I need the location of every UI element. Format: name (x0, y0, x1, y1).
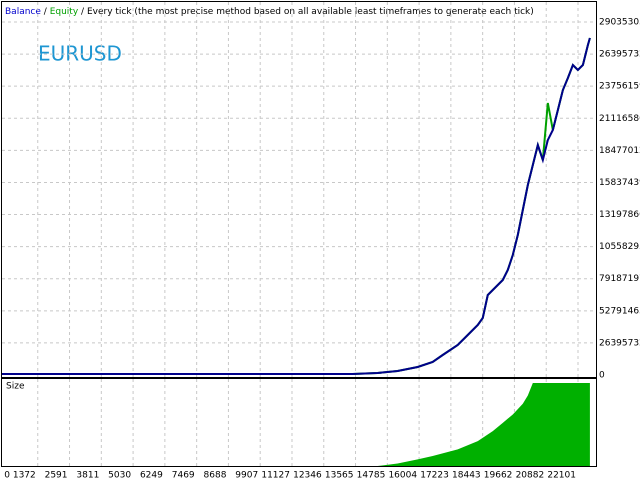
x-tick-label: 22101 (547, 471, 576, 480)
x-tick-label: 9907 (235, 471, 258, 480)
x-tick-label: 3811 (76, 471, 99, 480)
x-tick-label: 18443 (452, 471, 481, 480)
legend-equity: Equity (50, 7, 79, 17)
series-line (2, 37, 591, 376)
y-tick-label: 29035305 (599, 18, 640, 28)
y-tick-label: 79187197 (599, 274, 640, 284)
size-title: Size (6, 382, 25, 392)
y-tick-label: 52791465 (599, 306, 640, 316)
x-tick-label: 2591 (45, 471, 68, 480)
x-tick-label: 19662 (484, 471, 513, 480)
x-tick-label: 14785 (357, 471, 386, 480)
x-tick-label: 0 (4, 471, 10, 480)
x-tick-label: 16004 (388, 471, 417, 480)
x-tick-label: 1372 (13, 471, 36, 480)
x-tick-label: 13565 (325, 471, 354, 480)
y-tick-label: 15837439 (599, 178, 640, 188)
y-tick-label: 21116586 (599, 114, 640, 124)
chart-title: EURUSD (38, 42, 122, 66)
header: Balance / Equity / Every tick (the most … (5, 7, 534, 17)
x-tick-label: 11127 (261, 471, 290, 480)
subtitle: / Every tick (the most precise method ba… (81, 7, 534, 17)
y-tick-label: 13197866 (599, 210, 640, 220)
x-tick-label: 17223 (420, 471, 449, 480)
x-tick-label: 8688 (204, 471, 227, 480)
y-tick-label: 10558293 (599, 242, 640, 252)
x-tick-label: 5030 (108, 471, 131, 480)
x-tick-label: 12346 (293, 471, 322, 480)
size-area (377, 383, 590, 466)
main-panel (1, 1, 597, 378)
legend-balance: Balance (5, 7, 41, 17)
x-tick-label: 7469 (172, 471, 195, 480)
x-tick-label: 6249 (140, 471, 163, 480)
y-tick-label: 0 (599, 371, 605, 381)
separator: / (44, 7, 48, 17)
y-tick-label: 23756159 (599, 82, 640, 92)
size-panel (1, 378, 597, 467)
x-tick-label: 20882 (516, 471, 545, 480)
